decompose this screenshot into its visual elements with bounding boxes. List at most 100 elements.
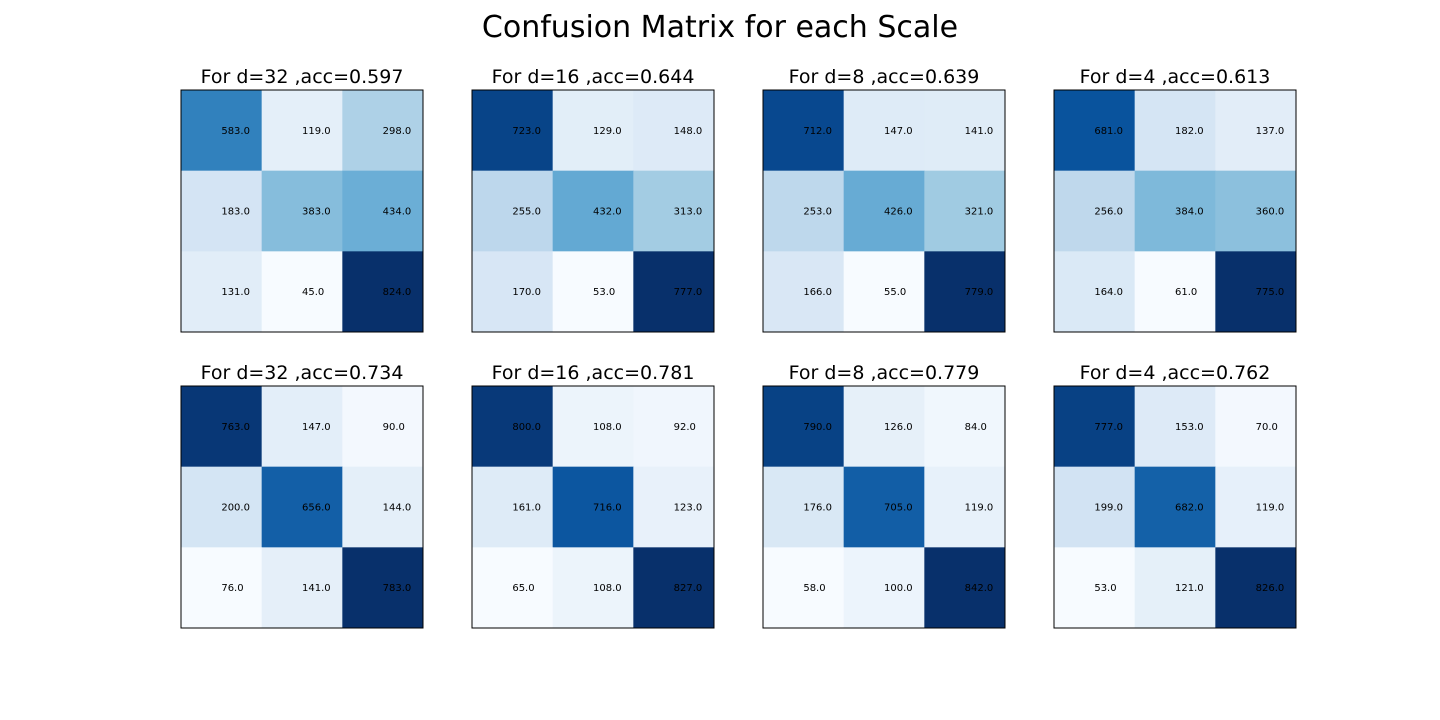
heatmap-cell xyxy=(633,170,715,252)
cell-value-label: 783.0 xyxy=(383,583,412,594)
cell-value-label: 384.0 xyxy=(1175,207,1204,218)
cell-value-label: 119.0 xyxy=(965,503,994,514)
heatmap-cell xyxy=(261,386,343,468)
heatmap-cell xyxy=(1134,251,1216,333)
heatmap-cell xyxy=(552,90,634,172)
cell-value-label: 434.0 xyxy=(383,207,412,218)
heatmap-cell xyxy=(342,251,424,333)
heatmap-cell xyxy=(843,547,925,629)
cell-value-label: 141.0 xyxy=(302,583,331,594)
panels-group: For d=32 ,acc=0.597 583.0 119.0 298.0 183.0 3… xyxy=(180,66,1297,629)
heatmap-cell xyxy=(1215,90,1297,172)
cell-value-label: 824.0 xyxy=(383,287,412,298)
cell-value-label: 313.0 xyxy=(674,207,703,218)
heatmap-cell xyxy=(1215,251,1297,333)
cell-value-label: 723.0 xyxy=(512,126,541,137)
heatmap-cell xyxy=(342,547,424,629)
cell-value-label: 255.0 xyxy=(512,207,541,218)
cell-value-label: 170.0 xyxy=(512,287,541,298)
heatmap-cell xyxy=(342,386,424,468)
heatmap-cell xyxy=(763,170,845,252)
heatmap-cell xyxy=(763,251,845,333)
heatmap-cell xyxy=(181,466,263,548)
panel-frame xyxy=(1053,385,1297,629)
heatmap-cell xyxy=(552,251,634,333)
heatmap-cell xyxy=(924,90,1006,172)
heatmap-cell xyxy=(763,466,845,548)
cell-value-label: 256.0 xyxy=(1094,207,1123,218)
cell-value-label: 321.0 xyxy=(965,207,994,218)
heatmap-cell xyxy=(924,547,1006,629)
heatmap-cell xyxy=(924,170,1006,252)
cell-value-label: 681.0 xyxy=(1094,126,1123,137)
cell-value-label: 70.0 xyxy=(1256,422,1278,433)
heatmap-cell xyxy=(181,90,263,172)
heatmap-cell xyxy=(552,466,634,548)
heatmap-cell xyxy=(181,251,263,333)
heatmap-cell xyxy=(472,466,554,548)
heatmap-panel: For d=4 ,acc=0.762 777.0 153.0 70.0 199.0 682… xyxy=(1053,362,1297,629)
cell-value-label: 775.0 xyxy=(1256,287,1285,298)
cell-value-label: 65.0 xyxy=(512,583,534,594)
heatmap-cell xyxy=(552,386,634,468)
heatmap-cell xyxy=(763,547,845,629)
cell-value-label: 144.0 xyxy=(383,503,412,514)
panel-title: For d=16 ,acc=0.644 xyxy=(492,66,695,88)
heatmap-cell xyxy=(181,170,263,252)
cell-value-label: 148.0 xyxy=(674,126,703,137)
heatmap-cell xyxy=(633,386,715,468)
cell-value-label: 176.0 xyxy=(803,503,832,514)
cell-value-label: 842.0 xyxy=(965,583,994,594)
heatmap-cell xyxy=(1134,90,1216,172)
panel-frame xyxy=(762,385,1006,629)
cell-value-label: 92.0 xyxy=(674,422,696,433)
heatmap-cell xyxy=(1215,386,1297,468)
heatmap-cell xyxy=(472,170,554,252)
cell-value-label: 716.0 xyxy=(593,503,622,514)
cell-value-label: 253.0 xyxy=(803,207,832,218)
panel-frame xyxy=(180,385,424,629)
cell-value-label: 432.0 xyxy=(593,207,622,218)
heatmap-cell xyxy=(1054,466,1136,548)
heatmap-cell xyxy=(633,90,715,172)
heatmap-cell xyxy=(261,466,343,548)
cell-value-label: 53.0 xyxy=(1094,583,1116,594)
cell-value-label: 90.0 xyxy=(383,422,405,433)
cell-value-label: 108.0 xyxy=(593,422,622,433)
cell-value-label: 108.0 xyxy=(593,583,622,594)
heatmap-cell xyxy=(1134,466,1216,548)
cell-value-label: 426.0 xyxy=(884,207,913,218)
heatmap-panel: For d=32 ,acc=0.597 583.0 119.0 298.0 183.0 3… xyxy=(180,66,424,333)
cell-value-label: 183.0 xyxy=(221,207,250,218)
cell-value-label: 45.0 xyxy=(302,287,324,298)
heatmap-cell xyxy=(342,466,424,548)
panel-frame xyxy=(471,89,715,333)
heatmap-cell xyxy=(552,547,634,629)
panel-frame xyxy=(762,89,1006,333)
cell-value-label: 58.0 xyxy=(803,583,825,594)
figure-title: Confusion Matrix for each Scale xyxy=(482,10,958,45)
cell-value-label: 383.0 xyxy=(302,207,331,218)
heatmap-cell xyxy=(843,251,925,333)
cell-value-label: 123.0 xyxy=(674,503,703,514)
heatmap-cell xyxy=(181,386,263,468)
cell-value-label: 84.0 xyxy=(965,422,987,433)
cell-value-label: 55.0 xyxy=(884,287,906,298)
heatmap-cell xyxy=(342,90,424,172)
heatmap-cell xyxy=(261,170,343,252)
heatmap-cell xyxy=(472,251,554,333)
cell-value-label: 76.0 xyxy=(221,583,243,594)
heatmap-cell xyxy=(1215,466,1297,548)
heatmap-cell xyxy=(1054,90,1136,172)
heatmap-cell xyxy=(552,170,634,252)
cell-value-label: 137.0 xyxy=(1256,126,1285,137)
panel-title: For d=32 ,acc=0.734 xyxy=(201,362,404,384)
heatmap-cell xyxy=(843,170,925,252)
cell-value-label: 656.0 xyxy=(302,503,331,514)
heatmap-cell xyxy=(342,170,424,252)
heatmap-cell xyxy=(261,547,343,629)
heatmap-cell xyxy=(924,386,1006,468)
heatmap-cell xyxy=(633,547,715,629)
cell-value-label: 126.0 xyxy=(884,422,913,433)
cell-value-label: 153.0 xyxy=(1175,422,1204,433)
